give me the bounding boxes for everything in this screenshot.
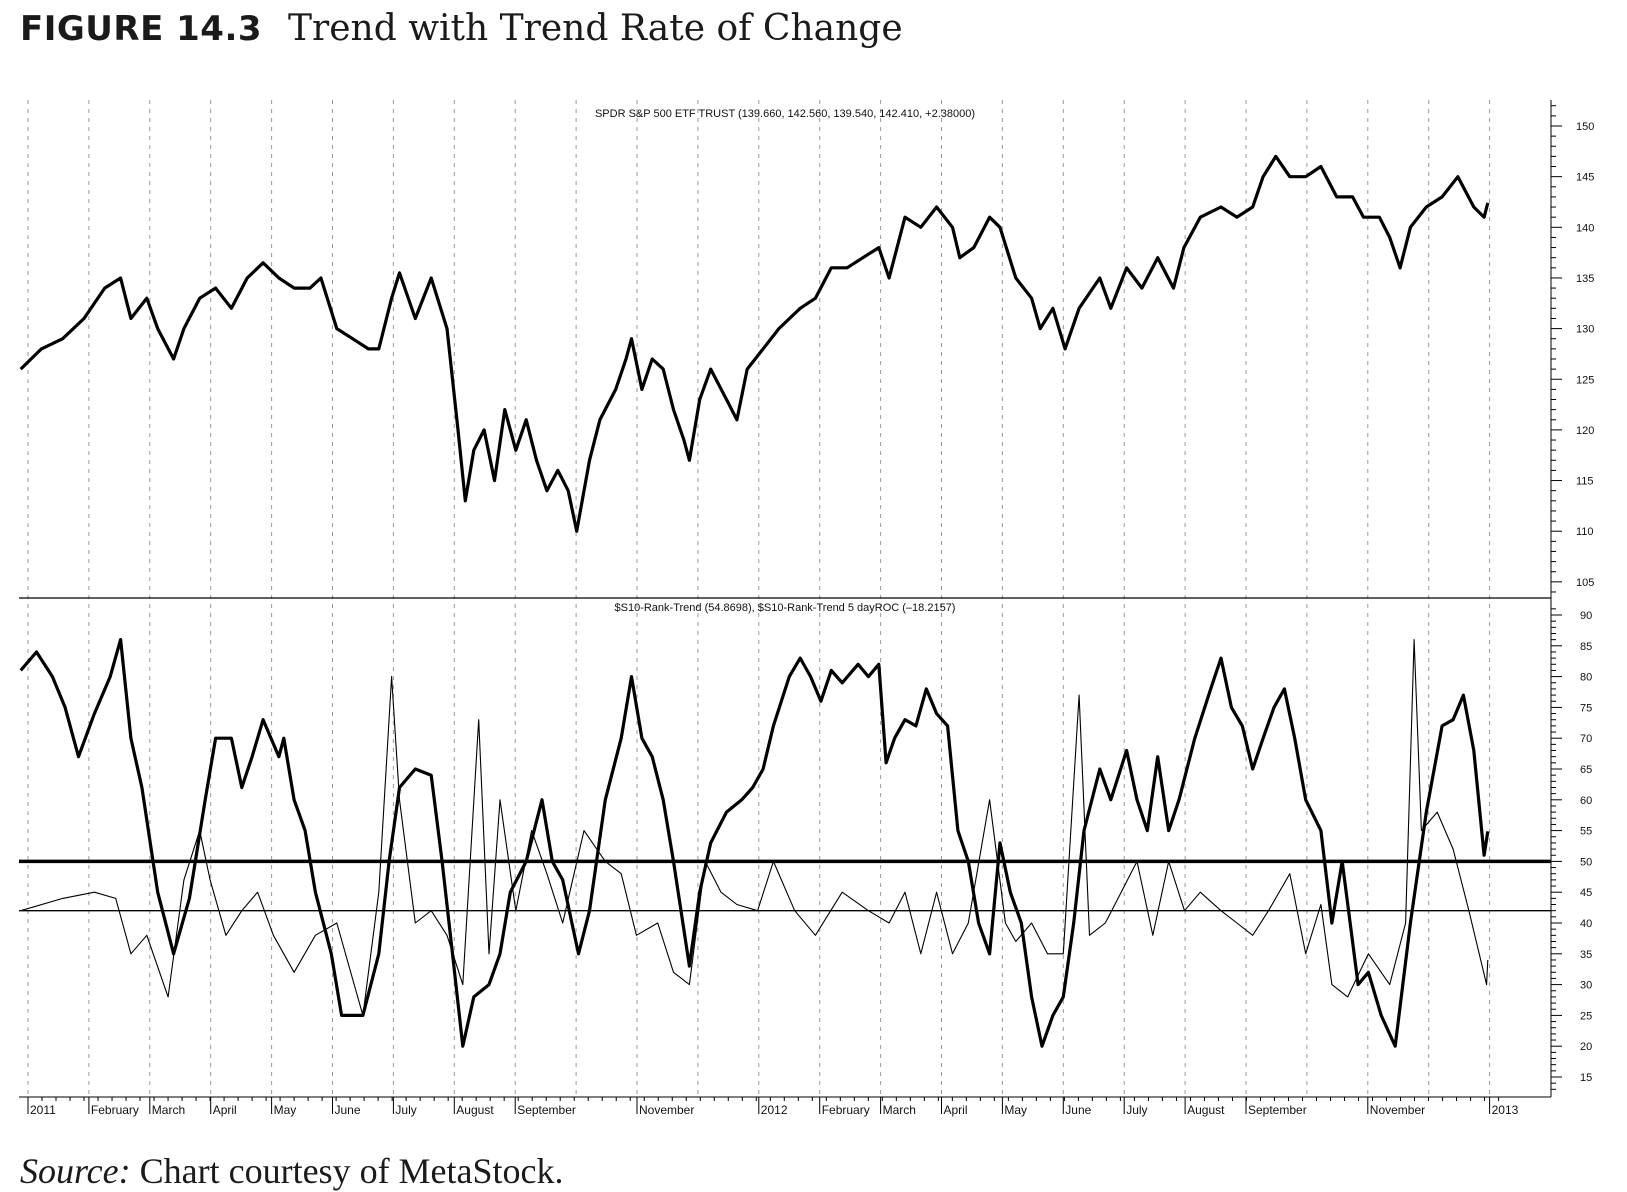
x-tick-label: April xyxy=(944,1103,968,1117)
y-tick-label-upper: 125 xyxy=(1576,374,1594,386)
rank-trend-line-thick xyxy=(19,638,1490,1048)
source-label: Source: xyxy=(20,1151,131,1191)
y-tick-label-upper: 130 xyxy=(1576,324,1594,336)
x-tick-label: March xyxy=(152,1103,185,1117)
figure-name: Trend with Trend Rate of Change xyxy=(288,8,903,49)
price-line-spy xyxy=(19,154,1490,533)
source-text: Chart courtesy of MetaStock. xyxy=(139,1151,564,1191)
y-tick-label-upper: 145 xyxy=(1576,172,1594,184)
y-tick-label-upper: 105 xyxy=(1576,577,1594,589)
x-tick-label: July xyxy=(395,1103,416,1117)
roc-line-thin xyxy=(20,639,1489,1016)
y-tick-label-lower: 70 xyxy=(1580,733,1592,745)
x-tick-label: February xyxy=(822,1103,870,1117)
figure-number: FIGURE 14.3 xyxy=(20,9,263,49)
y-tick-label-lower: 25 xyxy=(1580,1010,1592,1022)
x-tick-label: 2011 xyxy=(30,1103,56,1117)
y-tick-label-upper: 150 xyxy=(1576,121,1594,133)
x-tick-label: June xyxy=(1065,1103,1091,1117)
x-tick-label: 2013 xyxy=(1492,1103,1519,1117)
y-tick-label-lower: 80 xyxy=(1580,672,1592,684)
y-tick-label-upper: 140 xyxy=(1576,222,1594,234)
x-tick-label: May xyxy=(1004,1103,1027,1117)
y-tick-label-lower: 60 xyxy=(1580,795,1592,807)
y-tick-label-lower: 35 xyxy=(1580,949,1592,961)
y-tick-label-lower: 65 xyxy=(1580,764,1592,776)
x-tick-label: April xyxy=(213,1103,237,1117)
x-tick-label: September xyxy=(1248,1103,1307,1117)
y-tick-label-lower: 90 xyxy=(1580,610,1592,622)
x-tick-label: 2012 xyxy=(761,1103,788,1117)
y-tick-label-lower: 40 xyxy=(1580,918,1592,930)
lower-panel-title: $S10-Rank-Trend (54.8698), $S10-Rank-Tre… xyxy=(615,602,956,614)
y-tick-label-upper: 120 xyxy=(1576,425,1594,437)
x-tick-label: August xyxy=(1187,1103,1225,1117)
y-tick-label-lower: 75 xyxy=(1580,702,1592,714)
y-tick-label-lower: 55 xyxy=(1580,826,1592,838)
figure-title: FIGURE 14.3 Trend with Trend Rate of Chan… xyxy=(20,8,903,49)
x-tick-label: September xyxy=(517,1103,576,1117)
x-tick-label: November xyxy=(639,1103,694,1117)
x-tick-label: June xyxy=(335,1103,361,1117)
y-tick-label-lower: 50 xyxy=(1580,856,1592,868)
y-tick-label-lower: 45 xyxy=(1580,887,1592,899)
x-tick-label: May xyxy=(274,1103,297,1117)
x-tick-label: July xyxy=(1126,1103,1147,1117)
y-tick-label-lower: 30 xyxy=(1580,980,1592,992)
y-tick-label-lower: 15 xyxy=(1580,1072,1592,1084)
y-tick-label-upper: 135 xyxy=(1576,273,1594,285)
y-tick-label-upper: 110 xyxy=(1576,526,1594,538)
source-note: Source: Chart courtesy of MetaStock. xyxy=(20,1150,564,1192)
y-tick-label-upper: 115 xyxy=(1576,476,1594,488)
y-tick-label-lower: 20 xyxy=(1580,1041,1592,1053)
x-tick-label: August xyxy=(456,1103,494,1117)
x-tick-label: November xyxy=(1370,1103,1425,1117)
y-tick-label-lower: 85 xyxy=(1580,641,1592,653)
x-tick-label: March xyxy=(883,1103,916,1117)
upper-panel-title: SPDR S&P 500 ETF TRUST (139.660, 142.560… xyxy=(595,108,975,120)
x-tick-label: February xyxy=(91,1103,139,1117)
